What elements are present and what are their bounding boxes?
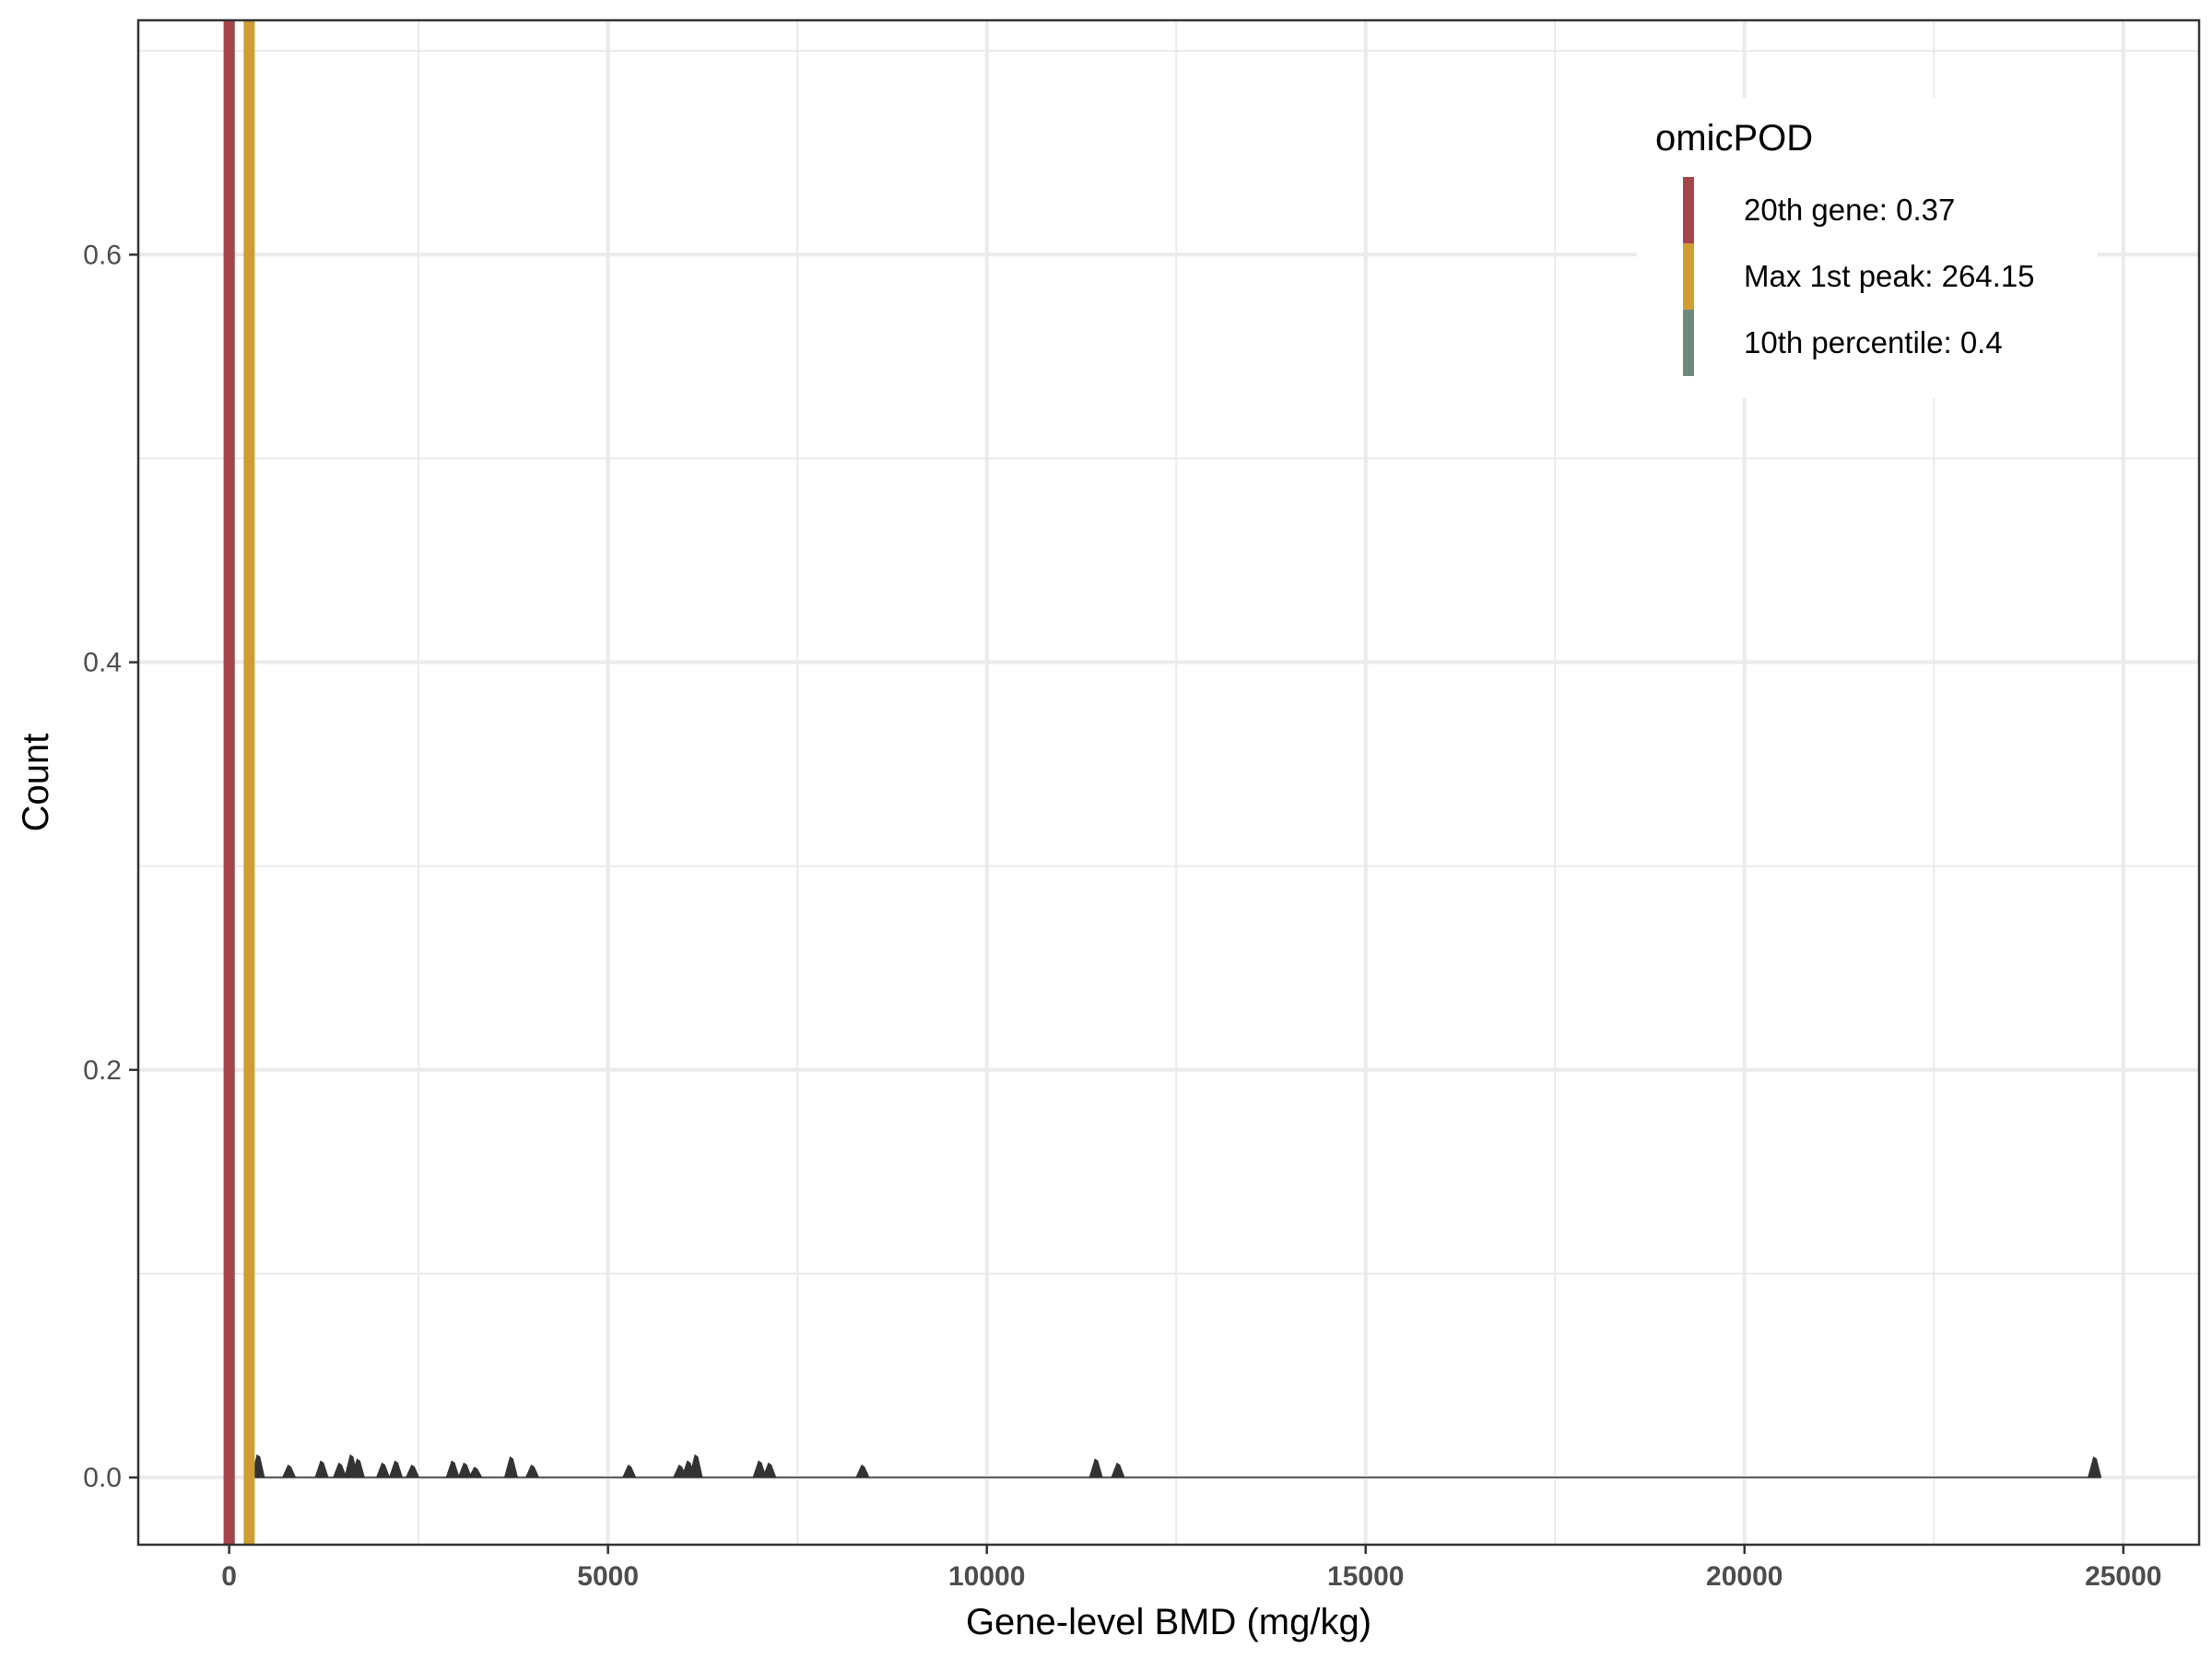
- legend-title: omicPOD: [1655, 118, 1813, 159]
- legend-key: [1683, 310, 1694, 376]
- density-marks: [248, 1453, 2102, 1478]
- legend-label: 20th gene: 0.37: [1744, 193, 1955, 227]
- legend-background: [1637, 98, 2098, 398]
- y-tick-label: 0.0: [83, 1463, 122, 1493]
- legend-label: 10th percentile: 0.4: [1744, 325, 2003, 359]
- x-tick-label: 0: [221, 1561, 237, 1592]
- x-tick-label: 20000: [1706, 1561, 1783, 1592]
- x-tick-label: 15000: [1327, 1561, 1404, 1592]
- legend-label: Max 1st peak: 264.15: [1744, 259, 2035, 293]
- omicpod-lines: [223, 20, 255, 1545]
- x-tick-label: 5000: [577, 1561, 639, 1592]
- y-tick-label: 0.4: [83, 648, 122, 678]
- x-tick-label: 25000: [2085, 1561, 2161, 1592]
- panel-border: [136, 18, 2201, 1547]
- x-axis-title: Gene-level BMD (mg/kg): [966, 1602, 1371, 1642]
- y-axis-title: Count: [16, 734, 56, 832]
- legend: omicPOD 20th gene: 0.37 Max 1st peak: 264…: [1637, 98, 2098, 398]
- legend-items: 20th gene: 0.37 Max 1st peak: 264.15 10th …: [1683, 177, 2035, 376]
- x-tick-label: 10000: [948, 1561, 1025, 1592]
- legend-key: [1683, 243, 1694, 310]
- y-tick-label: 0.2: [83, 1055, 122, 1086]
- axis-ticks: 0 5000 10000 15000 20000 25000 0.0 0.2 0.4 0.6: [83, 240, 2161, 1592]
- legend-key: [1683, 177, 1694, 243]
- y-tick-label: 0.6: [83, 240, 122, 270]
- minor-gridlines: [138, 20, 2199, 1545]
